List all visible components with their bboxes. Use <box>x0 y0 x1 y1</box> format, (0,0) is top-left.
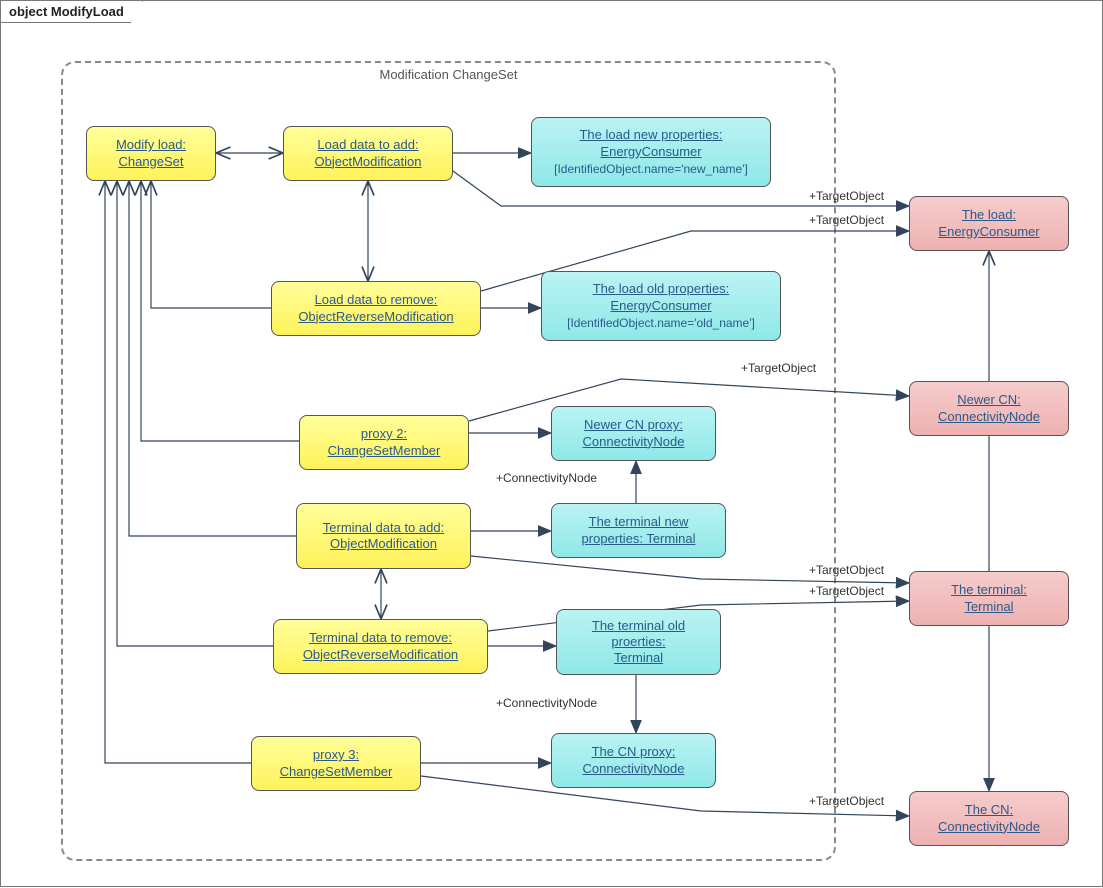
edge-label: +TargetObject <box>809 563 884 577</box>
node-title: Terminal data to add:ObjectModification <box>323 520 444 553</box>
object-node: The load new properties:EnergyConsumer [I… <box>531 117 771 187</box>
object-node: Terminal data to remove:ObjectReverseMod… <box>273 619 488 674</box>
edge-label: +TargetObject <box>809 189 884 203</box>
object-node: The terminal old proerties:Terminal <box>556 609 721 675</box>
object-node: Newer CN proxy:ConnectivityNode <box>551 406 716 461</box>
node-title: The load old properties:EnergyConsumer <box>593 281 730 314</box>
object-node: The load:EnergyConsumer <box>909 196 1069 251</box>
object-node: Load data to add:ObjectModification <box>283 126 453 181</box>
node-title: proxy 3:ChangeSetMember <box>280 747 393 780</box>
edge-label: +ConnectivityNode <box>496 696 597 710</box>
object-node: Newer CN:ConnectivityNode <box>909 381 1069 436</box>
edge-label: +TargetObject <box>809 794 884 808</box>
node-title: Newer CN proxy:ConnectivityNode <box>583 417 685 450</box>
package-label: Modification ChangeSet <box>379 67 517 82</box>
object-node: The CN:ConnectivityNode <box>909 791 1069 846</box>
object-node: The terminal new properties: Terminal <box>551 503 726 558</box>
node-attr: [IdentifiedObject.name='new_name'] <box>554 162 748 177</box>
object-node: The CN proxy:ConnectivityNode <box>551 733 716 788</box>
node-title: Modify load:ChangeSet <box>116 137 186 170</box>
node-title: proxy 2:ChangeSetMember <box>328 426 441 459</box>
node-title: The terminal new properties: Terminal <box>562 514 715 547</box>
object-node: proxy 2:ChangeSetMember <box>299 415 469 470</box>
node-title: The load new properties:EnergyConsumer <box>579 127 722 160</box>
object-node: The load old properties:EnergyConsumer [I… <box>541 271 781 341</box>
node-title: The CN:ConnectivityNode <box>938 802 1040 835</box>
edge-label: +TargetObject <box>809 213 884 227</box>
object-node: The terminal:Terminal <box>909 571 1069 626</box>
diagram-title: object ModifyLoad <box>1 1 143 23</box>
edge-label: +TargetObject <box>809 584 884 598</box>
node-title: The load:EnergyConsumer <box>938 207 1039 240</box>
object-node: Modify load:ChangeSet <box>86 126 216 181</box>
node-title: The terminal old proerties:Terminal <box>567 618 710 667</box>
object-node: Terminal data to add:ObjectModification <box>296 503 471 569</box>
node-title: Load data to remove:ObjectReverseModific… <box>298 292 453 325</box>
edge-label: +ConnectivityNode <box>496 471 597 485</box>
node-title: Terminal data to remove:ObjectReverseMod… <box>303 630 458 663</box>
diagram-canvas: object ModifyLoad Modification ChangeSet… <box>0 0 1103 887</box>
object-node: Load data to remove:ObjectReverseModific… <box>271 281 481 336</box>
node-title: The terminal:Terminal <box>951 582 1027 615</box>
node-attr: [IdentifiedObject.name='old_name'] <box>567 316 755 331</box>
node-title: The CN proxy:ConnectivityNode <box>583 744 685 777</box>
edge-label: +TargetObject <box>741 361 816 375</box>
node-title: Newer CN:ConnectivityNode <box>938 392 1040 425</box>
object-node: proxy 3:ChangeSetMember <box>251 736 421 791</box>
node-title: Load data to add:ObjectModification <box>315 137 422 170</box>
